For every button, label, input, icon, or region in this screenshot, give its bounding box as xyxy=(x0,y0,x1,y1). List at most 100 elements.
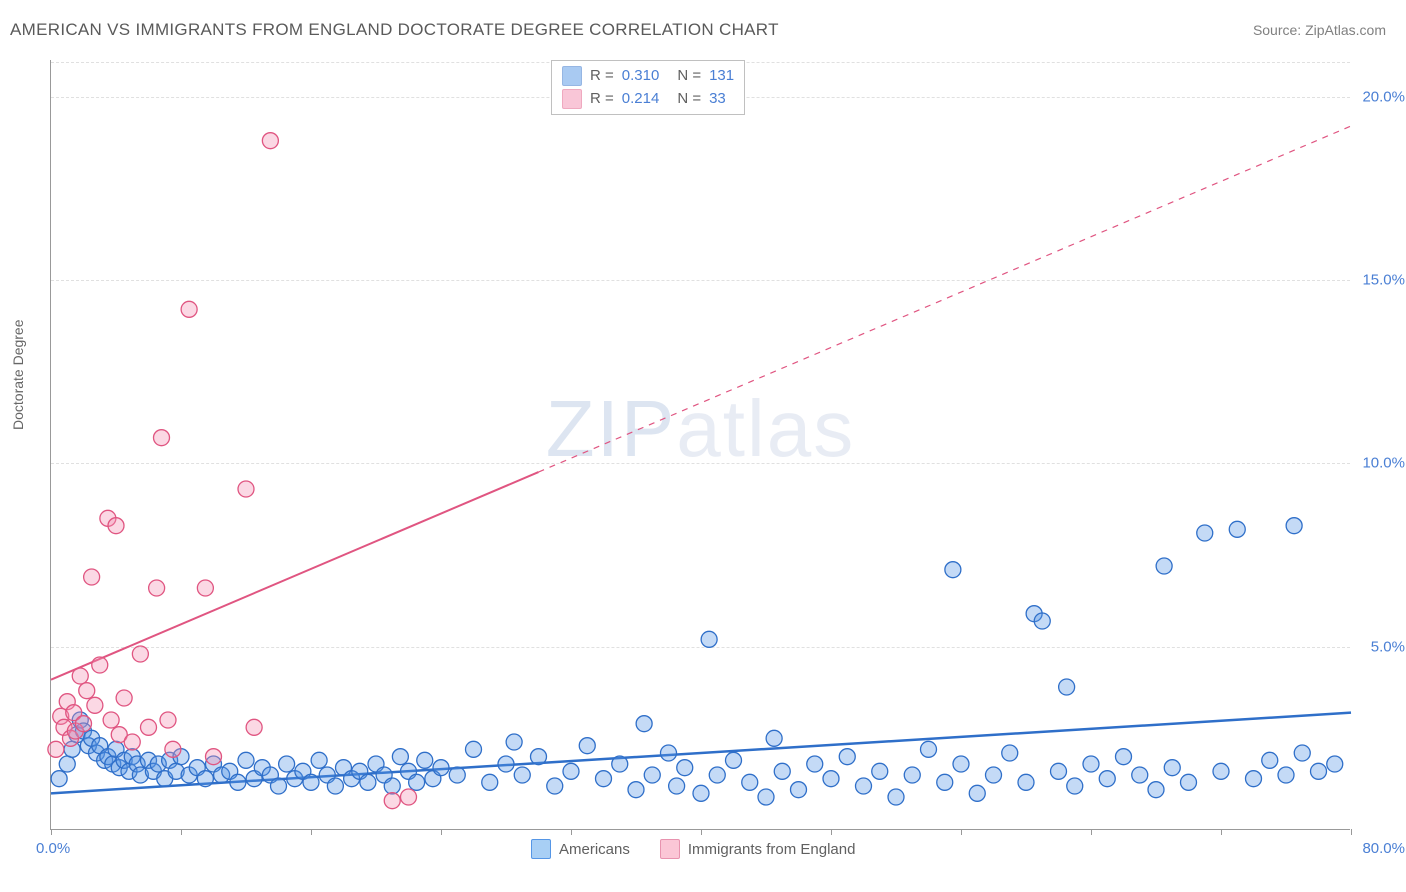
stats-row: R =0.310N =131 xyxy=(562,65,734,88)
y-axis-label: Doctorate Degree xyxy=(10,319,26,430)
scatter-point xyxy=(969,785,985,801)
scatter-point xyxy=(360,774,376,790)
scatter-point xyxy=(1246,771,1262,787)
scatter-point xyxy=(1034,613,1050,629)
y-tick-label: 5.0% xyxy=(1371,638,1405,655)
scatter-point xyxy=(1083,756,1099,772)
scatter-point xyxy=(1059,679,1075,695)
x-tick-mark xyxy=(441,829,442,835)
scatter-point xyxy=(531,749,547,765)
scatter-point xyxy=(636,716,652,732)
scatter-point xyxy=(79,683,95,699)
scatter-point xyxy=(612,756,628,772)
scatter-point xyxy=(246,719,262,735)
scatter-point xyxy=(514,767,530,783)
scatter-point xyxy=(84,569,100,585)
scatter-point xyxy=(628,782,644,798)
stats-n-value: 33 xyxy=(709,88,726,111)
legend-label: Immigrants from England xyxy=(688,841,856,858)
scatter-point xyxy=(124,734,140,750)
scatter-point xyxy=(103,712,119,728)
scatter-point xyxy=(1262,752,1278,768)
scatter-point xyxy=(579,738,595,754)
scatter-point xyxy=(1164,760,1180,776)
scatter-point xyxy=(1018,774,1034,790)
scatter-point xyxy=(1002,745,1018,761)
scatter-point xyxy=(116,690,132,706)
scatter-point xyxy=(563,763,579,779)
scatter-point xyxy=(1229,521,1245,537)
scatter-point xyxy=(661,745,677,761)
scatter-point xyxy=(311,752,327,768)
scatter-point xyxy=(197,771,213,787)
scatter-point xyxy=(149,580,165,596)
x-tick-mark xyxy=(701,829,702,835)
scatter-point xyxy=(1181,774,1197,790)
x-tick-mark xyxy=(831,829,832,835)
scatter-point xyxy=(888,789,904,805)
scatter-point xyxy=(872,763,888,779)
chart-title: AMERICAN VS IMMIGRANTS FROM ENGLAND DOCT… xyxy=(10,20,779,40)
scatter-point xyxy=(230,774,246,790)
x-tick-mark xyxy=(1221,829,1222,835)
scatter-point xyxy=(823,771,839,787)
scatter-point xyxy=(921,741,937,757)
y-tick-label: 10.0% xyxy=(1362,455,1405,472)
scatter-point xyxy=(87,697,103,713)
scatter-point xyxy=(791,782,807,798)
source-attribution: Source: ZipAtlas.com xyxy=(1253,22,1386,38)
legend-label: Americans xyxy=(559,841,630,858)
scatter-point xyxy=(1278,767,1294,783)
scatter-point xyxy=(693,785,709,801)
scatter-point xyxy=(132,646,148,662)
scatter-point xyxy=(677,760,693,776)
scatter-point xyxy=(904,767,920,783)
scatter-point xyxy=(1327,756,1343,772)
x-tick-mark xyxy=(1351,829,1352,835)
scatter-point xyxy=(384,793,400,809)
scatter-point xyxy=(937,774,953,790)
stats-row: R =0.214N =33 xyxy=(562,88,734,111)
scatter-point xyxy=(160,712,176,728)
plot-area: 5.0%10.0%15.0%20.0% ZIPatlas R =0.310N =… xyxy=(50,60,1350,830)
trend-line-dashed xyxy=(539,126,1352,472)
scatter-point xyxy=(417,752,433,768)
scatter-point xyxy=(701,631,717,647)
x-tick-mark xyxy=(51,829,52,835)
legend: Americans Immigrants from England xyxy=(531,839,855,859)
y-tick-label: 15.0% xyxy=(1362,272,1405,289)
scatter-point xyxy=(726,752,742,768)
scatter-point xyxy=(856,778,872,794)
scatter-point xyxy=(279,756,295,772)
series-swatch xyxy=(562,89,582,109)
scatter-point xyxy=(449,767,465,783)
scatter-point xyxy=(839,749,855,765)
scatter-point xyxy=(48,741,64,757)
scatter-point xyxy=(154,430,170,446)
x-tick-mark xyxy=(1091,829,1092,835)
scatter-point xyxy=(1067,778,1083,794)
scatter-point xyxy=(742,774,758,790)
scatter-point xyxy=(766,730,782,746)
scatter-point xyxy=(181,301,197,317)
scatter-point xyxy=(392,749,408,765)
stats-n-label: N = xyxy=(677,88,701,111)
stats-r-label: R = xyxy=(590,88,614,111)
scatter-point xyxy=(986,767,1002,783)
stats-n-value: 131 xyxy=(709,65,734,88)
legend-item: Immigrants from England xyxy=(660,839,856,859)
scatter-point xyxy=(72,668,88,684)
scatter-point xyxy=(596,771,612,787)
scatter-point xyxy=(262,133,278,149)
scatter-point xyxy=(206,749,222,765)
scatter-point xyxy=(758,789,774,805)
x-tick-mark xyxy=(571,829,572,835)
stats-r-label: R = xyxy=(590,65,614,88)
x-axis-min-label: 0.0% xyxy=(36,840,70,857)
scatter-point xyxy=(506,734,522,750)
scatter-point xyxy=(108,518,124,534)
scatter-point xyxy=(1051,763,1067,779)
x-axis-max-label: 80.0% xyxy=(1362,840,1405,857)
scatter-point xyxy=(433,760,449,776)
scatter-point xyxy=(482,774,498,790)
